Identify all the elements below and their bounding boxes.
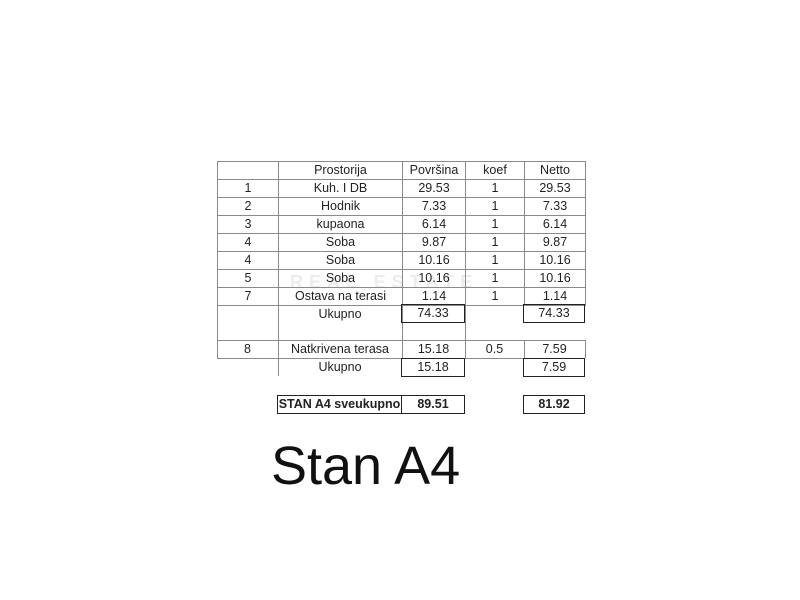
cell: 9.87 xyxy=(402,233,466,252)
cell: Soba xyxy=(278,251,403,270)
grid-line xyxy=(524,340,525,358)
cell: 7.59 xyxy=(542,342,567,356)
cell: 10.16 xyxy=(402,269,466,288)
grid-line xyxy=(585,340,586,358)
header-cell: koef xyxy=(465,161,525,180)
cell: 1 xyxy=(465,233,525,252)
subtotal1-povrsina: 74.33 xyxy=(401,304,465,323)
grid-line xyxy=(217,340,218,358)
cell: 7.33 xyxy=(402,197,466,216)
table-row: 5 Soba 10.16 1 10.16 xyxy=(217,269,586,288)
cell: 29.53 xyxy=(402,179,466,198)
cell: 1 xyxy=(465,179,525,198)
subtotal2-label: Ukupno xyxy=(318,360,362,374)
cell: 4 xyxy=(217,233,279,252)
table-row: 4 Soba 10.16 1 10.16 xyxy=(217,251,586,270)
cell: 29.53 xyxy=(524,179,586,198)
cell: Hodnik xyxy=(278,197,403,216)
table-header-row: Prostorija Površina koef Netto xyxy=(217,161,586,180)
cell: 10.16 xyxy=(402,251,466,270)
header-cell xyxy=(217,161,279,180)
page-title: Stan A4 xyxy=(271,436,461,496)
cell: Kuh. I DB xyxy=(278,179,403,198)
grid-line xyxy=(465,340,466,358)
subtotal2-netto: 7.59 xyxy=(523,358,585,377)
subtotal1-netto: 74.33 xyxy=(523,304,585,323)
grid-line xyxy=(217,305,218,340)
grid-line xyxy=(217,340,585,341)
area-table: Prostorija Površina koef Netto 1 Kuh. I D… xyxy=(217,161,586,306)
table-row: 3 kupaona 6.14 1 6.14 xyxy=(217,215,586,234)
cell: 1 xyxy=(465,215,525,234)
table-row: 1 Kuh. I DB 29.53 1 29.53 xyxy=(217,179,586,198)
cell: 8 xyxy=(244,342,251,356)
cell: 6.14 xyxy=(524,215,586,234)
header-cell: Površina xyxy=(402,161,466,180)
cell: 1 xyxy=(465,197,525,216)
cell: Soba xyxy=(278,233,403,252)
grand-total-povrsina: 89.51 xyxy=(401,395,465,414)
subtotal1-label: Ukupno xyxy=(318,307,362,321)
cell: 0.5 xyxy=(485,342,504,356)
cell: 10.16 xyxy=(524,269,586,288)
cell: 1 xyxy=(465,269,525,288)
table-row: 4 Soba 9.87 1 9.87 xyxy=(217,233,586,252)
cell: Natkrivena terasa xyxy=(291,342,389,356)
cell: 2 xyxy=(217,197,279,216)
cell: Ostava na terasi xyxy=(278,287,403,306)
cell: kupaona xyxy=(278,215,403,234)
grand-total-netto: 81.92 xyxy=(523,395,585,414)
cell: 1 xyxy=(465,251,525,270)
cell: Soba xyxy=(278,269,403,288)
cell: 1 xyxy=(217,179,279,198)
grid-line xyxy=(402,340,403,358)
cell: 7.33 xyxy=(524,197,586,216)
cell: 1 xyxy=(465,287,525,306)
grand-total-label: STAN A4 sveukupno xyxy=(277,395,402,414)
cell: 10.16 xyxy=(524,251,586,270)
table-row: 7 Ostava na terasi 1.14 1 1.14 xyxy=(217,287,586,306)
subtotal2-povrsina: 15.18 xyxy=(401,358,465,377)
cell: 7 xyxy=(217,287,279,306)
cell: 4 xyxy=(217,251,279,270)
header-cell: Prostorija xyxy=(278,161,403,180)
table-row: 2 Hodnik 7.33 1 7.33 xyxy=(217,197,586,216)
header-cell: Netto xyxy=(524,161,586,180)
cell: 3 xyxy=(217,215,279,234)
grid-line xyxy=(465,305,466,340)
cell: 1.14 xyxy=(524,287,586,306)
cell: 6.14 xyxy=(402,215,466,234)
cell: 1.14 xyxy=(402,287,466,306)
cell: 9.87 xyxy=(524,233,586,252)
cell: 5 xyxy=(217,269,279,288)
cell: 15.18 xyxy=(417,342,450,356)
